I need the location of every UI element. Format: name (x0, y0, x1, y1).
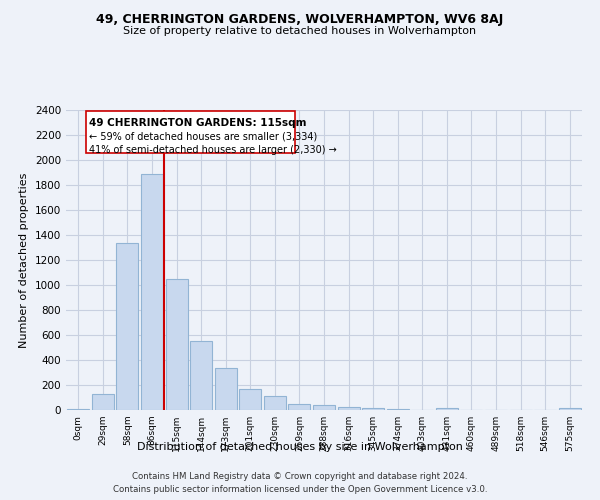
FancyBboxPatch shape (86, 110, 295, 153)
Bar (116, 242, 139, 410)
Text: 49 CHERRINGTON GARDENS: 115sqm: 49 CHERRINGTON GARDENS: 115sqm (89, 118, 307, 128)
Bar (436, 408, 458, 410)
Bar (289, 404, 310, 410)
Text: 41% of semi-detached houses are larger (2,330) →: 41% of semi-detached houses are larger (… (89, 145, 337, 155)
Text: Contains public sector information licensed under the Open Government Licence v3: Contains public sector information licen… (113, 485, 487, 494)
Y-axis label: Number of detached properties: Number of detached properties (19, 172, 29, 348)
Bar (215, 368, 237, 410)
Bar (313, 405, 335, 410)
Bar (141, 174, 163, 410)
Bar (166, 280, 188, 410)
Bar (190, 341, 212, 410)
Bar (92, 394, 114, 410)
Bar (338, 407, 359, 410)
Bar (264, 396, 286, 410)
Bar (239, 389, 262, 410)
Text: 49, CHERRINGTON GARDENS, WOLVERHAMPTON, WV6 8AJ: 49, CHERRINGTON GARDENS, WOLVERHAMPTON, … (97, 12, 503, 26)
Bar (386, 409, 409, 410)
Text: Distribution of detached houses by size in Wolverhampton: Distribution of detached houses by size … (137, 442, 463, 452)
Text: Contains HM Land Registry data © Crown copyright and database right 2024.: Contains HM Land Registry data © Crown c… (132, 472, 468, 481)
Text: ← 59% of detached houses are smaller (3,334): ← 59% of detached houses are smaller (3,… (89, 132, 317, 142)
Bar (559, 408, 581, 410)
Bar (67, 409, 89, 410)
Bar (362, 408, 384, 410)
Text: Size of property relative to detached houses in Wolverhampton: Size of property relative to detached ho… (124, 26, 476, 36)
